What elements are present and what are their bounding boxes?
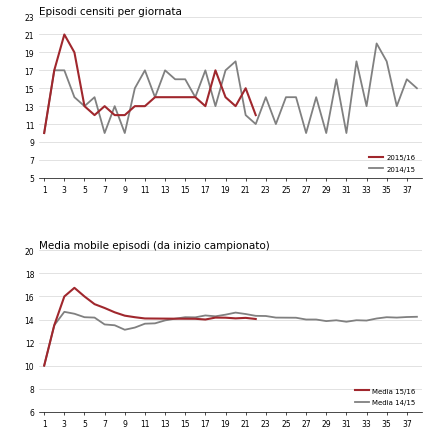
Legend: 2015/16, 2014/15: 2015/16, 2014/15 — [365, 152, 418, 175]
Text: Episodi censiti per giornata: Episodi censiti per giornata — [39, 7, 181, 17]
Text: Media mobile episodi (da inizio campionato): Media mobile episodi (da inizio campiona… — [39, 240, 269, 250]
Legend: Media 15/16, Media 14/15: Media 15/16, Media 14/15 — [352, 385, 418, 408]
